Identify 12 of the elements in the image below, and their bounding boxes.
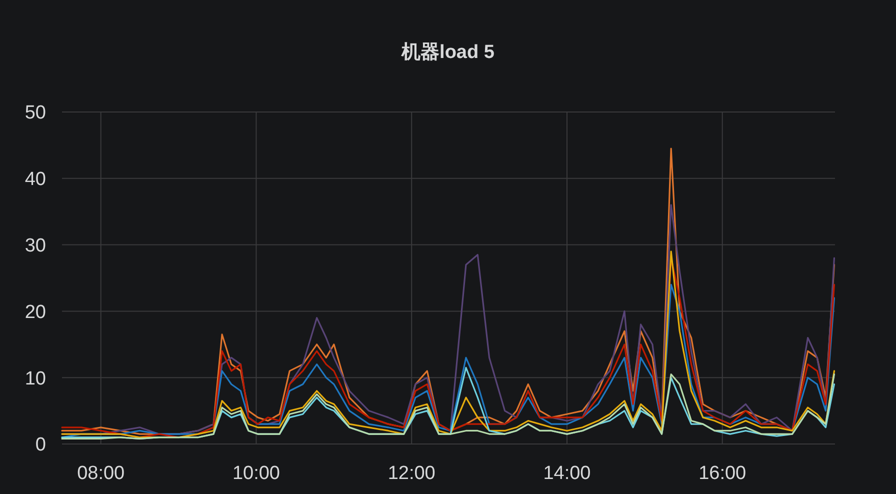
y-tick-label: 20 xyxy=(24,302,46,323)
y-tick-label: 30 xyxy=(24,235,46,256)
y-tick-label: 0 xyxy=(35,434,46,456)
y-tick-label: 10 xyxy=(24,368,46,390)
x-tick-label: 08:00 xyxy=(77,463,125,484)
x-tick-label: 16:00 xyxy=(698,463,746,484)
x-tick-label: 12:00 xyxy=(388,463,436,484)
x-tick-label: 14:00 xyxy=(543,463,591,484)
x-tick-label: 10:00 xyxy=(232,463,280,484)
chart-title: 机器load 5 xyxy=(400,42,495,63)
y-tick-label: 40 xyxy=(24,169,46,190)
y-tick-label: 50 xyxy=(24,102,46,124)
